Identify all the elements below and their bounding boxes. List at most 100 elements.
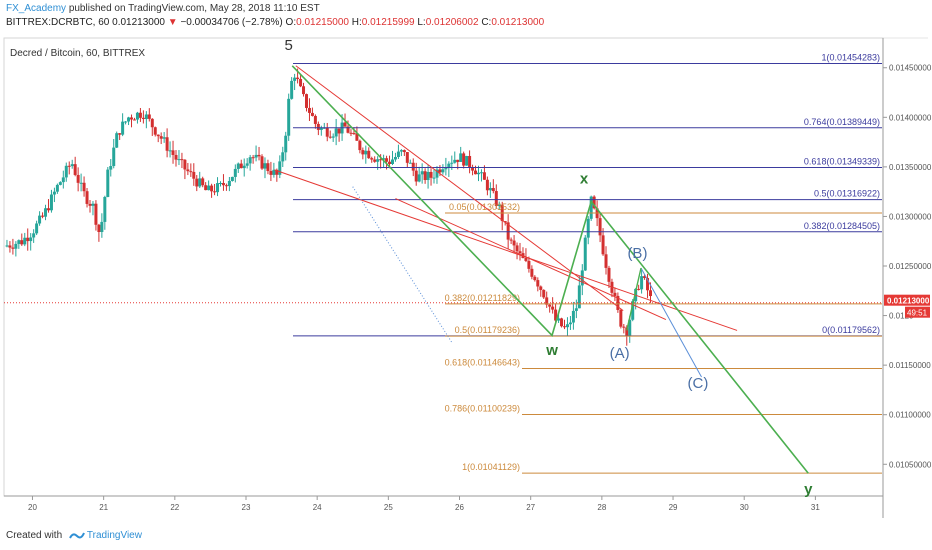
candle-body bbox=[432, 177, 436, 179]
wave-label: y bbox=[804, 481, 813, 498]
candle-body bbox=[565, 324, 569, 328]
candle-body bbox=[628, 319, 632, 337]
candle-body bbox=[343, 122, 347, 127]
candle-body bbox=[201, 178, 205, 186]
candle-body bbox=[414, 170, 418, 182]
fib-blue-label: 0.764(0.01389449) bbox=[804, 117, 880, 127]
candle-body bbox=[266, 163, 270, 172]
candle-body bbox=[272, 169, 276, 175]
candle-body bbox=[402, 150, 406, 153]
candle-body bbox=[236, 163, 240, 169]
candle-body bbox=[447, 163, 451, 168]
candle-body bbox=[512, 240, 516, 246]
candle-body bbox=[49, 194, 53, 211]
candle-body bbox=[429, 171, 433, 178]
candle-body bbox=[85, 191, 89, 204]
fib-blue-label: 0(0.01179562) bbox=[822, 325, 880, 335]
candle-body bbox=[557, 318, 561, 321]
candle-body bbox=[337, 128, 341, 134]
open-value: 0.01215000 bbox=[296, 17, 349, 28]
candle-body bbox=[64, 165, 68, 178]
candle-body bbox=[562, 326, 566, 328]
candle-body bbox=[435, 169, 439, 178]
candle-body bbox=[548, 304, 552, 307]
candle-body bbox=[379, 159, 383, 161]
candle-body bbox=[23, 237, 27, 245]
published-text: published on TradingView.com, May 28, 20… bbox=[68, 3, 320, 14]
candle-body bbox=[586, 218, 590, 238]
candle-body bbox=[604, 254, 608, 268]
candle-body bbox=[539, 286, 543, 290]
candle-body bbox=[542, 289, 546, 298]
candle-body bbox=[319, 127, 323, 130]
y-tick-label: 0.01400000 bbox=[889, 113, 932, 122]
candle-body bbox=[622, 326, 626, 328]
fib-orange-label: 0.618(0.01146643) bbox=[445, 357, 520, 367]
candle-body bbox=[171, 150, 175, 155]
change-arrow-icon: ▼ bbox=[167, 17, 178, 28]
candle-body bbox=[302, 86, 306, 95]
candle-body bbox=[156, 134, 160, 137]
candle-body bbox=[640, 276, 644, 290]
candle-body bbox=[459, 153, 463, 162]
candle-body bbox=[55, 184, 59, 192]
candle-body bbox=[349, 132, 353, 134]
candle-body bbox=[124, 121, 128, 123]
candle-body bbox=[183, 159, 187, 170]
symbol-line: BITTREX:DCRBTC, 60 0.01213000 ▼ −0.00034… bbox=[6, 17, 544, 28]
x-tick-label: 26 bbox=[455, 503, 464, 512]
tradingview-logo-icon bbox=[69, 532, 85, 539]
candle-body bbox=[648, 290, 652, 297]
candle-body bbox=[346, 126, 350, 133]
candle-body bbox=[106, 169, 110, 197]
candle-body bbox=[631, 301, 635, 320]
candle-body bbox=[536, 280, 540, 287]
candle-body bbox=[233, 168, 237, 177]
candle-body bbox=[373, 159, 377, 162]
candle-body bbox=[619, 309, 623, 327]
candle-body bbox=[456, 159, 460, 162]
candle-body bbox=[580, 270, 584, 286]
drawings-layer bbox=[4, 65, 883, 474]
current-price-value: 0.01213000 bbox=[887, 297, 930, 306]
tradingview-brand[interactable]: TradingView bbox=[86, 530, 142, 541]
candle-body bbox=[328, 136, 332, 138]
author-link[interactable]: FX_Academy bbox=[6, 3, 67, 14]
candle-body bbox=[646, 277, 650, 291]
x-tick-label: 27 bbox=[526, 503, 535, 512]
candle-body bbox=[168, 150, 172, 152]
candle-body bbox=[130, 117, 134, 120]
candle-body bbox=[411, 162, 415, 171]
candle-body bbox=[195, 178, 199, 187]
candle-body bbox=[438, 169, 442, 173]
candle-body bbox=[334, 128, 338, 137]
candle-body bbox=[260, 156, 264, 169]
candle-body bbox=[527, 260, 531, 269]
candle-body bbox=[396, 151, 400, 158]
candle-body bbox=[444, 167, 448, 170]
candle-body bbox=[112, 147, 116, 167]
wave-label: (A) bbox=[610, 345, 630, 362]
candle-body bbox=[598, 218, 602, 236]
candle-body bbox=[38, 215, 42, 224]
candle-body bbox=[293, 77, 297, 81]
candle-body bbox=[224, 185, 228, 187]
candle-body bbox=[216, 183, 220, 193]
candle-body bbox=[141, 117, 145, 120]
candle-body bbox=[388, 161, 392, 165]
candle-body bbox=[476, 172, 480, 175]
publisher-line: FX_Academy published on TradingView.com,… bbox=[6, 3, 320, 14]
candle-body bbox=[227, 180, 231, 187]
candle-body bbox=[331, 136, 335, 138]
time-axis: 20 21 22 23 24 25 26 27 28 29 30 31 bbox=[28, 496, 820, 512]
candle-body bbox=[471, 167, 475, 171]
candle-body bbox=[322, 127, 326, 129]
wave-label: w bbox=[545, 342, 558, 359]
candle-body bbox=[109, 166, 113, 170]
candle-body bbox=[17, 240, 21, 244]
candle-body bbox=[221, 182, 225, 186]
candle-body bbox=[296, 77, 300, 79]
candle-body bbox=[643, 276, 647, 278]
candle-body bbox=[310, 112, 314, 116]
